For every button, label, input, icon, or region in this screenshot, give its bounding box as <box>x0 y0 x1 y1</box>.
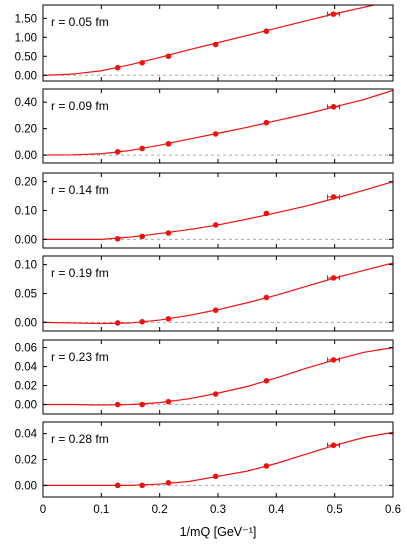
y-tick-label: 0.50 <box>15 51 37 63</box>
data-point <box>139 233 145 240</box>
panel-6: 0.00 0.02 0.04 r = 0.28 fm <box>15 421 394 498</box>
y-tick-label: 0.00 <box>15 234 37 246</box>
panel-label: r = 0.23 fm <box>51 350 109 364</box>
data-point <box>212 391 219 397</box>
fit-curve <box>43 5 377 76</box>
x-tick-label: 0.5 <box>327 504 343 516</box>
data-point <box>330 11 337 17</box>
data-point <box>139 318 145 325</box>
x-tick-label: 0.6 <box>385 504 401 516</box>
panel-4: 0.00 0.05 0.10 r = 0.19 fm <box>15 255 394 332</box>
data-point <box>212 41 219 48</box>
y-tick-label: 1.50 <box>15 13 37 25</box>
data-point <box>263 119 270 126</box>
x-tick-label: 0.1 <box>93 504 109 516</box>
y-tick-label: 0.10 <box>15 206 37 218</box>
data-point <box>165 53 172 60</box>
y-tick-label: 0.02 <box>15 455 37 467</box>
y-tick-label: 0.05 <box>15 289 37 301</box>
data-point <box>263 463 270 469</box>
x-tick-label: 0.4 <box>268 504 285 516</box>
x-tick-label: 0 <box>40 504 46 516</box>
panel-label: r = 0.09 fm <box>51 99 109 113</box>
data-point <box>165 479 172 486</box>
y-tick-label: 0.40 <box>15 97 37 109</box>
x-tick-label: 0.3 <box>210 504 226 516</box>
y-tick-label: 0.20 <box>15 177 37 189</box>
y-tick-label: 0.00 <box>15 317 37 329</box>
data-point <box>263 28 270 35</box>
panel-5: 0.00 0.02 0.04 0.06 r = 0.23 fm <box>15 339 394 415</box>
y-tick-label: 0.00 <box>15 400 37 412</box>
data-point <box>139 145 145 152</box>
y-tick-label: 1.00 <box>15 32 37 44</box>
y-tick-label: 0.10 <box>15 260 37 272</box>
y-tick-label: 0.00 <box>15 70 37 82</box>
data-point <box>330 104 337 110</box>
data-point <box>263 294 270 301</box>
data-point <box>114 235 121 242</box>
y-tick-label: 0.04 <box>15 362 38 374</box>
data-point <box>263 210 270 217</box>
x-tick-label: 0.2 <box>152 504 168 516</box>
y-tick-label: 0.20 <box>15 124 37 136</box>
y-tick-label: 0.00 <box>15 150 37 162</box>
data-point <box>212 131 219 137</box>
data-point <box>330 357 337 363</box>
y-tick-label: 0.02 <box>15 381 37 393</box>
panel-label: r = 0.14 fm <box>51 183 109 197</box>
panel-3: 0.00 0.10 0.20 r = 0.14 fm <box>15 172 394 249</box>
panel-label: r = 0.28 fm <box>51 432 109 446</box>
data-point <box>330 194 337 200</box>
data-point <box>330 275 337 281</box>
data-point <box>139 401 145 408</box>
data-point <box>114 64 121 71</box>
panel-1: 0.00 0.50 1.00 1.50 r = 0.05 fm <box>15 4 394 82</box>
data-point <box>165 230 172 236</box>
data-point <box>165 316 172 322</box>
data-point <box>114 320 121 326</box>
data-point <box>139 482 145 489</box>
data-point <box>114 482 121 489</box>
data-point <box>165 398 172 405</box>
x-axis-label: 1/mQ [GeV⁻¹] <box>180 525 257 539</box>
data-point <box>114 148 121 155</box>
data-point <box>212 222 219 228</box>
panel-2: 0.00 0.20 0.40 r = 0.09 fm <box>15 88 394 164</box>
y-tick-label: 0.04 <box>15 429 38 441</box>
data-point <box>139 59 145 66</box>
data-point <box>263 377 270 384</box>
data-point <box>212 307 219 314</box>
data-point <box>212 473 219 480</box>
panel-label: r = 0.05 fm <box>51 15 109 29</box>
data-point <box>330 442 337 449</box>
data-point <box>165 141 172 147</box>
panel-label: r = 0.19 fm <box>51 266 109 280</box>
y-tick-label: 0.06 <box>15 343 37 355</box>
y-tick-label: 0.00 <box>15 480 37 492</box>
data-point <box>114 401 121 408</box>
